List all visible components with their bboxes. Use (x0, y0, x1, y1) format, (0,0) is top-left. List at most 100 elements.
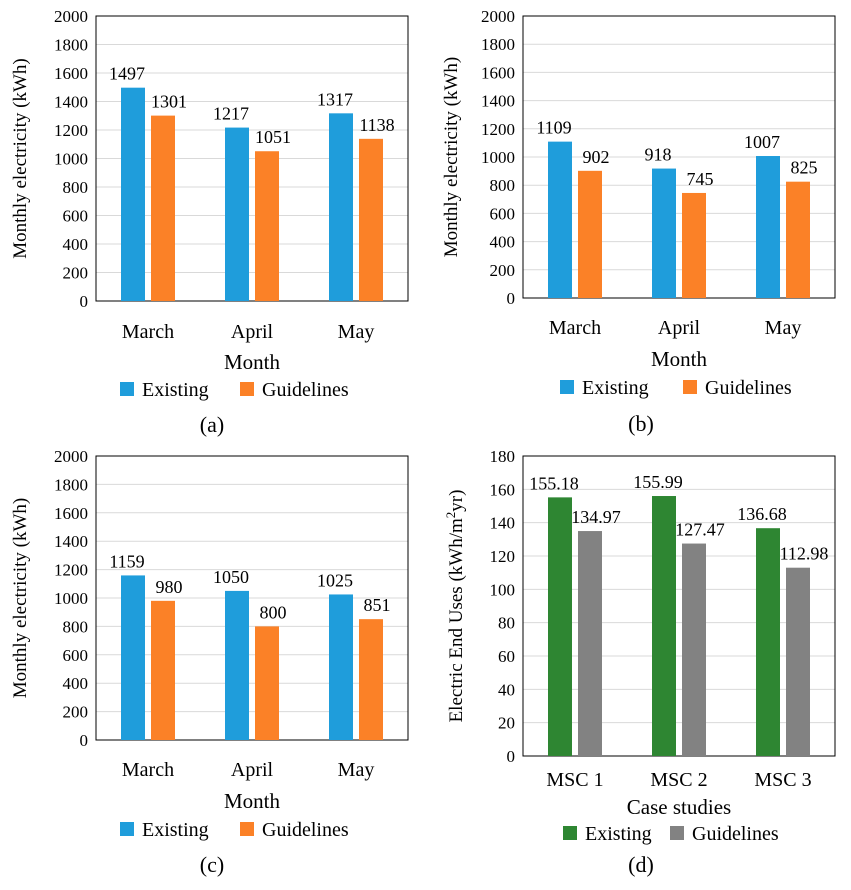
data-label-existing-1: 1159 (109, 551, 144, 571)
data-label-guidelines-3: 825 (791, 158, 818, 178)
plot-frame (95, 455, 409, 741)
x-tick-label: April (231, 321, 274, 343)
legend-swatch-existing (560, 380, 574, 394)
y-tick-label: 140 (490, 514, 516, 533)
x-tick-label: May (338, 321, 375, 343)
data-label-existing-2: 155.99 (633, 472, 683, 492)
x-tick-label: April (231, 759, 274, 781)
panel-label: (b) (628, 411, 654, 436)
y-tick-label: 1200 (54, 121, 88, 140)
bar-existing-3 (329, 113, 353, 301)
data-label-existing-3: 1007 (744, 132, 780, 152)
data-label-guidelines-1: 902 (583, 147, 610, 167)
bar-guidelines-1 (578, 531, 602, 756)
y-tick-label: 1800 (54, 475, 88, 494)
y-tick-label: 800 (63, 617, 89, 636)
y-axis-title: Electric End Uses (kWh/m2yr) (443, 490, 467, 723)
data-label-existing-1: 1109 (536, 118, 571, 138)
plot-frame (522, 15, 836, 299)
x-tick-label: MSC 3 (754, 769, 811, 791)
legend-swatch-guidelines (683, 380, 697, 394)
bar-guidelines-1 (578, 170, 602, 298)
y-tick-label: 2000 (54, 447, 88, 466)
y-tick-label: 100 (490, 580, 516, 599)
y-tick-label: 1200 (54, 561, 88, 580)
y-tick-label: 200 (490, 261, 516, 280)
legend-label-existing: Existing (582, 377, 649, 399)
bar-existing-2 (652, 168, 676, 298)
x-tick-label: MSC 1 (546, 769, 603, 791)
y-tick-label: 800 (490, 176, 516, 195)
bar-existing-1 (121, 575, 145, 740)
y-tick-label: 1200 (481, 120, 515, 139)
data-label-existing-2: 1050 (213, 567, 249, 587)
chart-panel-a: 0 200 400 600 800 1000 1200 1400 1600 1800 2000 149… (10, 7, 409, 437)
bar-guidelines-2 (255, 626, 279, 740)
y-tick-label: 2000 (481, 7, 515, 26)
bar-existing-1 (548, 497, 572, 756)
plot-frame (95, 15, 409, 302)
y-axis-title: Monthly electricity (kWh) (10, 498, 31, 699)
panel-label: (c) (200, 852, 224, 877)
bar-guidelines-2 (682, 543, 706, 756)
panel-label: (a) (200, 412, 224, 437)
y-tick-label: 1800 (481, 35, 515, 54)
y-tick-label: 1400 (54, 532, 88, 551)
plot-frame (522, 455, 836, 757)
y-tick-label: 0 (80, 731, 89, 750)
bar-guidelines-2 (682, 192, 706, 298)
bar-existing-1 (548, 141, 572, 298)
x-tick-label: March (549, 317, 601, 339)
y-tick-label: 1600 (481, 63, 515, 82)
y-tick-label: 400 (63, 235, 89, 254)
y-tick-label: 0 (507, 747, 516, 766)
data-label-existing-3: 136.68 (737, 504, 787, 524)
bar-guidelines-3 (786, 567, 810, 756)
y-tick-label: 600 (490, 204, 516, 223)
bar-existing-1 (121, 87, 145, 302)
x-tick-label: March (122, 759, 174, 781)
data-label-guidelines-1: 1301 (151, 92, 187, 112)
y-tick-label: 1000 (481, 148, 515, 167)
chart-panel-c: 0 200 400 600 800 1000 1200 1400 1600 1800 2000 115… (10, 447, 409, 877)
bar-existing-3 (329, 594, 353, 740)
x-tick-label: March (122, 321, 174, 343)
y-axis-title: Monthly electricity (kWh) (441, 57, 462, 258)
legend-swatch-existing (563, 826, 577, 840)
y-tick-label: 600 (63, 646, 89, 665)
y-tick-label: 1800 (54, 36, 88, 55)
data-label-guidelines-3: 1138 (359, 115, 394, 135)
y-tick-label: 1600 (54, 64, 88, 83)
y-tick-label: 180 (490, 447, 516, 466)
y-tick-label: 1000 (54, 589, 88, 608)
legend-label-guidelines: Guidelines (262, 819, 349, 841)
data-label-guidelines-2: 800 (260, 602, 287, 622)
y-tick-label: 120 (490, 547, 516, 566)
data-label-existing-1: 1497 (109, 64, 145, 84)
legend-label-existing: Existing (585, 823, 652, 845)
x-axis-title: Month (224, 789, 281, 813)
bar-guidelines-3 (359, 619, 383, 740)
chart-panel-b: 0 200 400 600 800 1000 1200 1400 1600 1800 2000 110… (441, 7, 836, 436)
data-label-existing-2: 918 (645, 145, 672, 165)
legend-swatch-existing (120, 822, 134, 836)
legend-swatch-guidelines (240, 382, 254, 396)
y-tick-label: 0 (80, 292, 89, 311)
chart-panel-d: 0 20 40 60 80 100 120 140 160 180 155.18 134.97 MSC … (443, 447, 836, 877)
panel-label: (d) (628, 852, 654, 877)
y-tick-label: 2000 (54, 7, 88, 26)
y-tick-label: 400 (63, 674, 89, 693)
bar-existing-3 (756, 528, 780, 756)
data-label-existing-2: 1217 (213, 104, 249, 124)
legend-label-guidelines: Guidelines (705, 377, 792, 399)
y-tick-label: 400 (490, 233, 516, 252)
data-label-guidelines-2: 127.47 (675, 520, 725, 540)
y-tick-label: 160 (490, 480, 516, 499)
y-tick-label: 80 (498, 614, 515, 633)
legend-label-existing: Existing (142, 819, 209, 841)
data-label-guidelines-2: 745 (687, 169, 714, 189)
y-tick-label: 60 (498, 647, 515, 666)
data-label-existing-1: 155.18 (529, 473, 579, 493)
data-label-guidelines-3: 851 (364, 595, 391, 615)
